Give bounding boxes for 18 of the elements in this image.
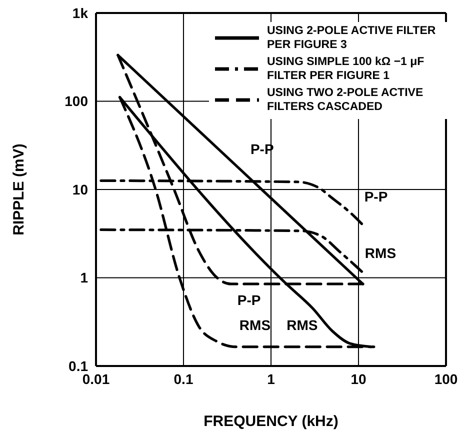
legend-label: USING TWO 2-POLE ACTIVE FILTERS CASCADED bbox=[267, 86, 424, 114]
x-tick-label: 1 bbox=[267, 370, 276, 387]
annotation: RMS bbox=[364, 244, 396, 261]
annotation: P-P bbox=[237, 292, 261, 308]
y-tick-label: 100 bbox=[64, 93, 88, 110]
y-axis-title: RIPPLE (mV) bbox=[10, 144, 28, 236]
annotation: P-P bbox=[364, 188, 388, 204]
y-tick-label: 10 bbox=[72, 181, 88, 198]
x-tick-label: 10 bbox=[350, 370, 366, 387]
x-axis-title: FREQUENCY (kHz) bbox=[204, 413, 338, 430]
x-tick-label: 0.1 bbox=[174, 370, 194, 387]
legend-label: USING SIMPLE 100 kΩ −1 μF FILTER PER FIGURE 1 bbox=[267, 55, 426, 83]
legend-label: USING 2-POLE ACTIVE FILTER PER FIGURE 3 bbox=[267, 24, 437, 52]
y-tick-label: 1k bbox=[72, 4, 88, 21]
annotation: RMS bbox=[239, 316, 271, 333]
x-tick-label: 100 bbox=[434, 370, 458, 387]
annotation: RMS bbox=[286, 316, 318, 333]
y-tick-label: 1 bbox=[80, 270, 88, 286]
